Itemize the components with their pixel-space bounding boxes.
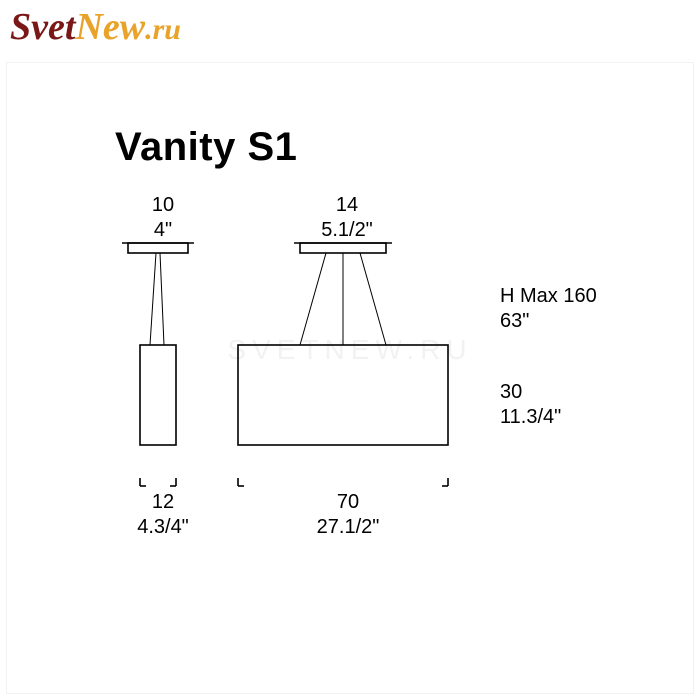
dim-shade-height: 30 11.3/4": [500, 380, 561, 430]
dim-front-width: 70 27.1/2": [308, 490, 388, 540]
dim-front-canopy: 14 5.1/2": [312, 193, 382, 243]
dim-side-depth: 12 4.3/4": [128, 490, 198, 540]
dim-side-canopy: 10 4": [148, 193, 178, 243]
dim-h-max: H Max 160 63": [500, 284, 597, 334]
technical-drawing: [0, 0, 700, 700]
